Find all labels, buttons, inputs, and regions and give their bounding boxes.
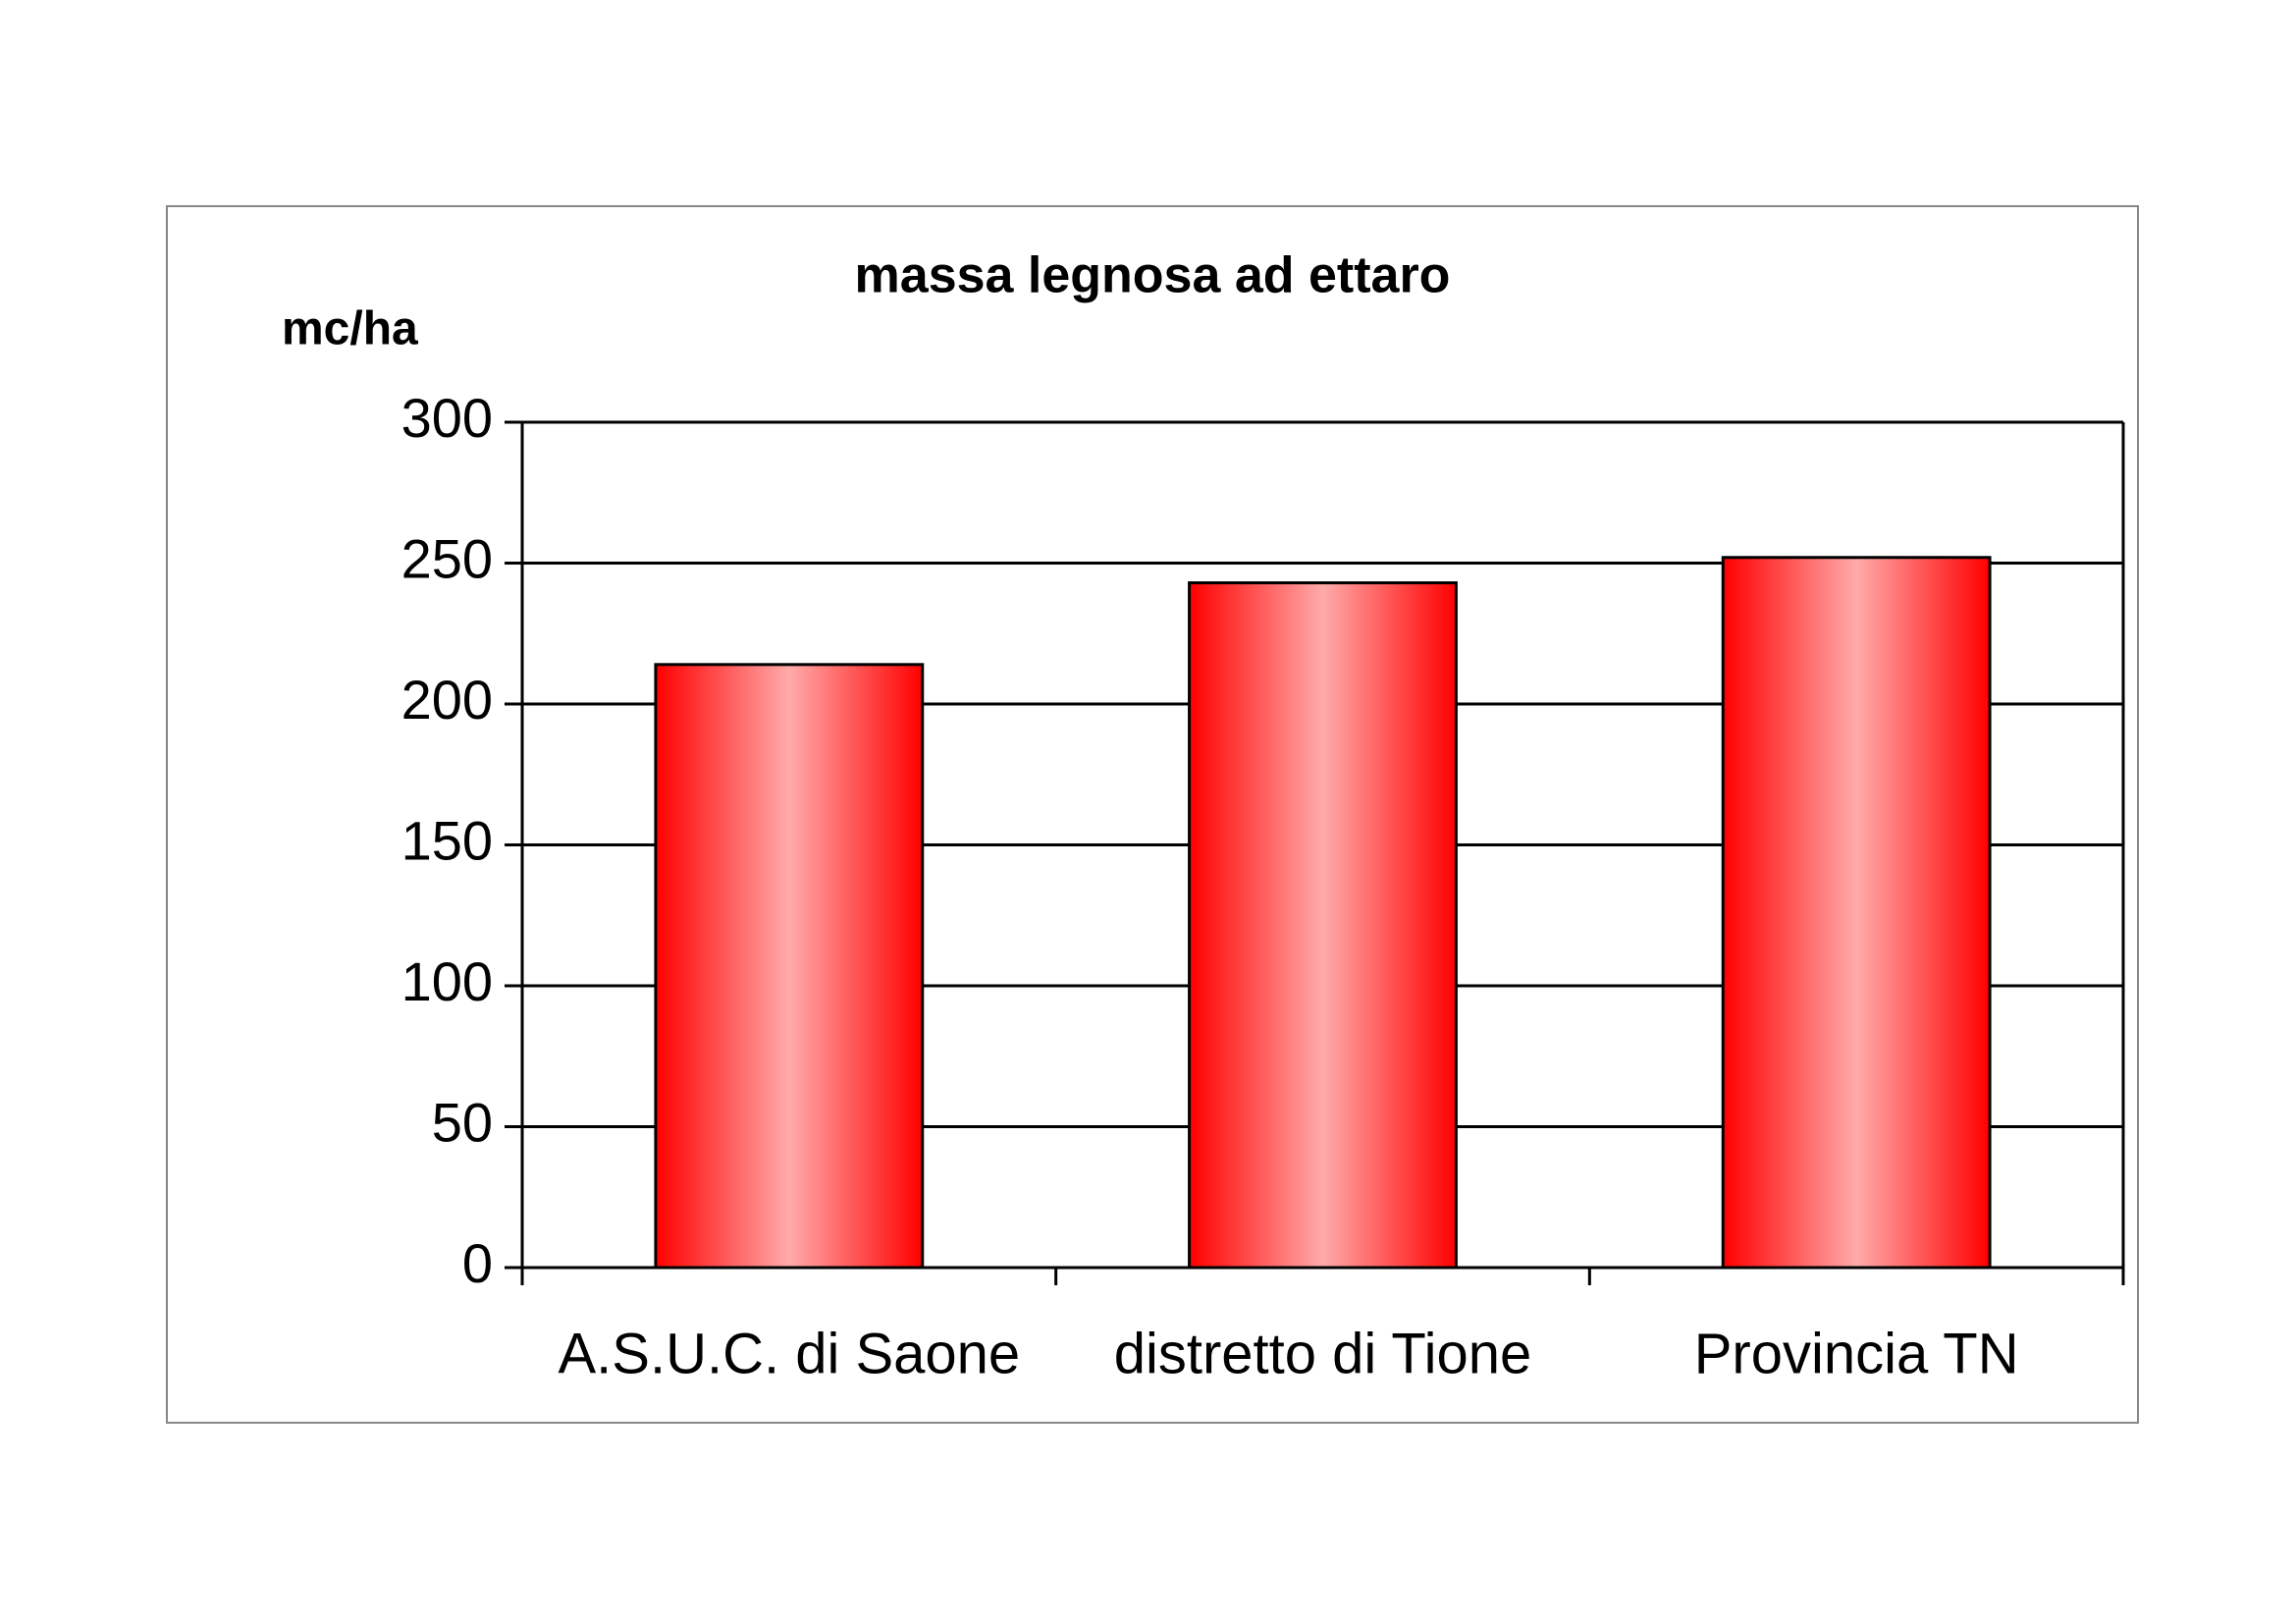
y-tick-label: 150 <box>401 809 493 871</box>
x-tick-label: A.S.U.C. di Saone <box>558 1322 1020 1385</box>
bar <box>1721 556 1992 1270</box>
y-tick-label: 0 <box>462 1232 493 1294</box>
y-tick-label: 50 <box>432 1091 493 1153</box>
chart-title: massa legnosa ad ettaro <box>855 247 1451 304</box>
y-tick-label: 300 <box>401 387 493 449</box>
bar <box>654 663 925 1270</box>
x-tick-label: Provincia TN <box>1694 1322 2019 1385</box>
y-tick-label: 100 <box>401 950 493 1012</box>
x-tick-label: distretto di Tione <box>1114 1322 1532 1385</box>
bar <box>1188 581 1458 1270</box>
y-axis-label: mc/ha <box>282 303 418 355</box>
y-tick-label: 200 <box>401 669 493 731</box>
y-tick-label: 250 <box>401 527 493 589</box>
